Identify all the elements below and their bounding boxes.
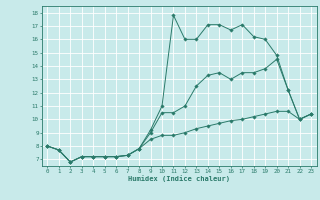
X-axis label: Humidex (Indice chaleur): Humidex (Indice chaleur) xyxy=(128,175,230,182)
